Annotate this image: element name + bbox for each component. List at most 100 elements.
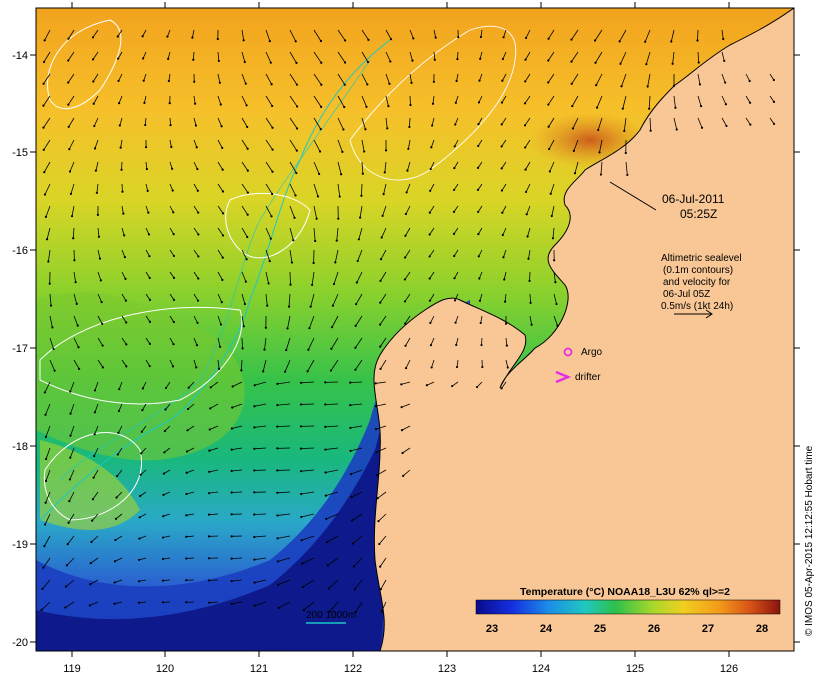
velocity-vector-head (186, 429, 189, 432)
velocity-vector-head (403, 300, 407, 303)
velocity-vector-head (526, 235, 529, 238)
velocity-vector-head (723, 59, 726, 62)
velocity-vector-head (171, 365, 175, 368)
velocity-vector (145, 205, 149, 213)
velocity-vector-head (644, 40, 647, 43)
velocity-vector-head (475, 385, 479, 389)
velocity-vector (331, 315, 339, 328)
velocity-vector (303, 601, 315, 611)
velocity-vector (69, 469, 75, 480)
velocity-vector-head (44, 501, 47, 504)
velocity-vector (380, 579, 387, 590)
velocity-vector-head (221, 168, 224, 171)
velocity-vector (145, 227, 150, 235)
velocity-vector (503, 249, 507, 258)
velocity-vector-head (172, 298, 176, 301)
velocity-vector-head (365, 105, 368, 108)
colorbar-title: Temperature (°C) NOAA18_L3U 62% ql>=2 (520, 586, 730, 598)
sst-cool-patch (40, 440, 140, 530)
velocity-vector-head (366, 83, 369, 86)
velocity-vector-head (276, 491, 279, 494)
velocity-vector (623, 117, 627, 131)
velocity-vector (479, 293, 483, 301)
velocity-vector-head (477, 144, 480, 148)
velocity-vector (528, 249, 531, 259)
velocity-vector (353, 557, 363, 567)
velocity-vector-head (523, 124, 527, 127)
velocity-vector-head (148, 342, 152, 345)
velocity-vector (45, 205, 51, 218)
velocity-vector-head (306, 370, 309, 373)
velocity-vector-head (380, 236, 383, 239)
velocity-vector (231, 601, 243, 605)
velocity-vector-head (551, 237, 555, 240)
depth-contour-label: 200 1000m (306, 610, 356, 621)
velocity-vector (188, 381, 195, 388)
velocity-vector-head (43, 193, 47, 196)
velocity-vector (553, 271, 556, 283)
velocity-vector (379, 337, 387, 347)
velocity-vector (139, 513, 147, 518)
velocity-vector (337, 183, 341, 197)
velocity-vector-head (349, 381, 352, 384)
velocity-vector (265, 293, 268, 306)
velocity-vector (404, 249, 411, 258)
velocity-vector-head (454, 123, 457, 126)
velocity-vector-head (314, 239, 317, 243)
velocity-vector-head (380, 610, 383, 613)
velocity-vector (354, 579, 363, 590)
velocity-vector-head (454, 101, 457, 104)
velocity-vector (138, 579, 147, 582)
velocity-vector-head (456, 57, 459, 61)
velocity-vector-head (242, 39, 245, 42)
velocity-vector-head (230, 557, 233, 560)
argo-label: Argo (581, 347, 603, 358)
velocity-vector (265, 227, 272, 239)
velocity-vector (301, 469, 315, 472)
velocity-vector (277, 491, 291, 494)
velocity-vector-head (300, 492, 303, 496)
velocity-vector-head (167, 57, 170, 60)
velocity-vector-head (501, 57, 504, 61)
velocity-vector (162, 557, 171, 560)
velocity-vector (45, 447, 51, 460)
velocity-vector-head (327, 587, 330, 590)
velocity-vector (501, 117, 507, 125)
velocity-vector-head (216, 37, 219, 41)
velocity-vector-head (67, 103, 70, 106)
velocity-vector (254, 425, 267, 428)
velocity-vector (721, 117, 727, 127)
altimetry-line-1: Altimetric sealevel (661, 253, 742, 264)
velocity-vector (552, 227, 555, 239)
velocity-vector (404, 315, 411, 324)
velocity-vector (402, 447, 411, 454)
velocity-vector (65, 579, 75, 587)
velocity-vector-head (99, 279, 102, 282)
velocity-vector (333, 271, 339, 285)
velocity-vector (217, 139, 223, 149)
velocity-vector (121, 271, 126, 280)
velocity-vector (769, 73, 775, 81)
velocity-vector-head (286, 327, 289, 330)
velocity-vector-head (504, 322, 508, 325)
velocity-vector-head (276, 447, 279, 450)
velocity-vector (383, 183, 387, 195)
velocity-vector (43, 117, 51, 128)
lat-tick-19: -19 (12, 539, 28, 551)
velocity-vector (670, 29, 675, 42)
velocity-vector (116, 491, 123, 498)
velocity-vector (97, 315, 103, 324)
velocity-vector (380, 249, 387, 260)
velocity-vector (121, 205, 124, 214)
velocity-vector-head (220, 125, 223, 128)
velocity-vector (429, 271, 435, 279)
velocity-vector-head (404, 366, 408, 370)
velocity-vector-head (699, 104, 703, 108)
velocity-vector-head (351, 542, 355, 545)
scale-arrow (674, 309, 713, 319)
velocity-vector (308, 337, 315, 350)
velocity-vector-head (243, 60, 246, 64)
velocity-vector-head (772, 100, 776, 104)
velocity-vector (68, 117, 75, 128)
velocity-vector-head (386, 127, 389, 130)
